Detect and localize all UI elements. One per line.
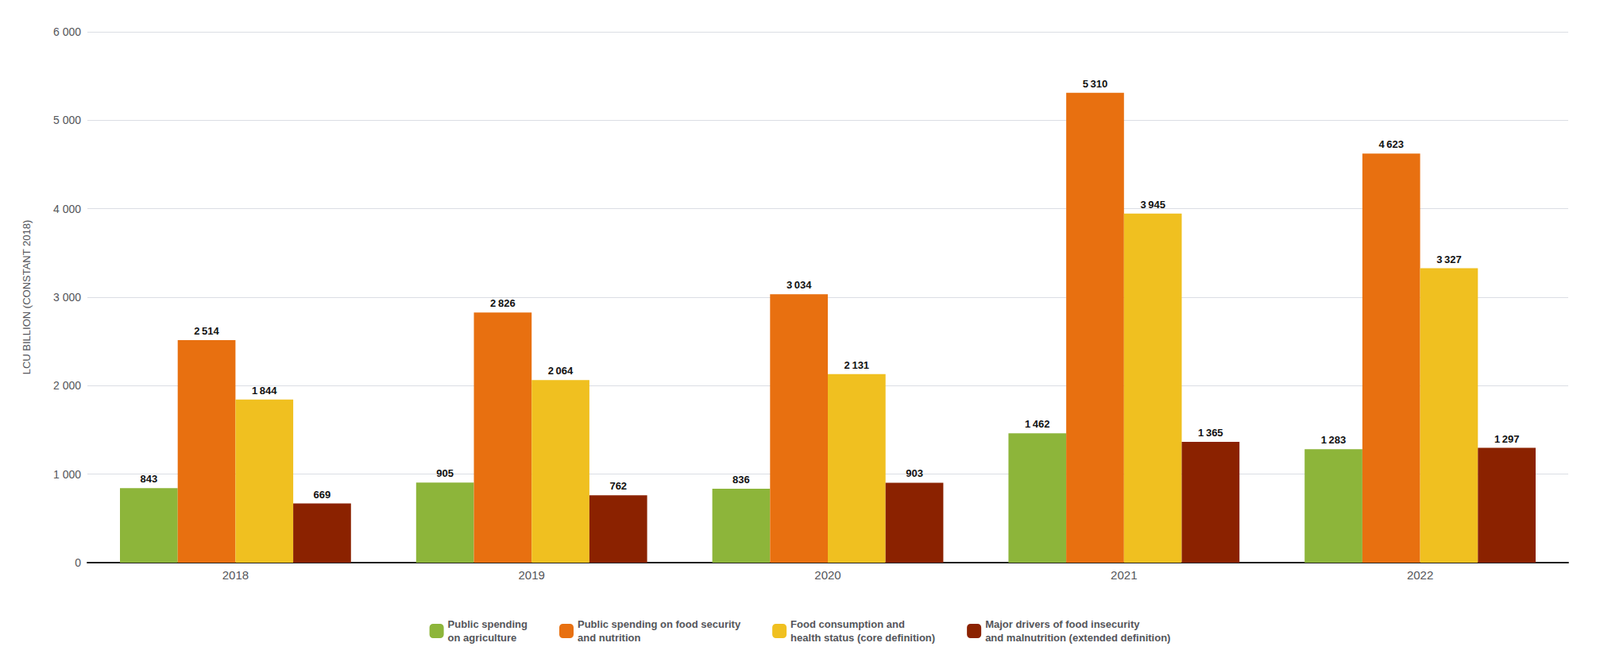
svg-text:Public spending on food securi: Public spending on food security <box>577 618 742 630</box>
svg-text:2 514: 2 514 <box>193 324 220 337</box>
svg-text:836: 836 <box>732 473 750 486</box>
svg-text:and malnutrition (extended def: and malnutrition (extended definition) <box>985 631 1171 644</box>
svg-text:2 131: 2 131 <box>844 359 870 372</box>
svg-text:and nutrition: and nutrition <box>577 631 641 644</box>
svg-text:2022: 2022 <box>1406 568 1434 582</box>
svg-text:1 283: 1 283 <box>1321 433 1347 446</box>
svg-text:health status (core definition: health status (core definition) <box>790 631 936 644</box>
svg-text:2 064: 2 064 <box>548 364 574 377</box>
svg-text:3 945: 3 945 <box>1140 198 1166 211</box>
svg-text:Major drivers of food insecuri: Major drivers of food insecurity <box>985 618 1141 630</box>
svg-text:on agriculture: on agriculture <box>448 631 518 644</box>
svg-text:2021: 2021 <box>1110 568 1137 582</box>
svg-text:1 844: 1 844 <box>251 384 278 397</box>
svg-text:3 000: 3 000 <box>53 290 82 304</box>
svg-text:4 000: 4 000 <box>53 202 82 216</box>
svg-text:905: 905 <box>436 467 454 480</box>
svg-text:Food consumption and: Food consumption and <box>790 618 905 630</box>
svg-text:6 000: 6 000 <box>53 25 82 39</box>
svg-text:2 000: 2 000 <box>53 378 82 392</box>
svg-text:669: 669 <box>313 488 332 501</box>
svg-text:LCU BILLION (CONSTANT 2018): LCU BILLION (CONSTANT 2018) <box>20 220 33 375</box>
svg-text:1 365: 1 365 <box>1198 426 1224 439</box>
svg-text:903: 903 <box>905 467 924 480</box>
svg-text:843: 843 <box>140 472 159 485</box>
svg-text:2 826: 2 826 <box>490 297 516 310</box>
svg-text:0: 0 <box>74 556 82 569</box>
svg-text:4 623: 4 623 <box>1378 138 1404 151</box>
svg-text:1 462: 1 462 <box>1024 417 1051 430</box>
svg-text:3 034: 3 034 <box>786 278 812 291</box>
svg-text:2018: 2018 <box>222 568 249 582</box>
svg-text:2019: 2019 <box>518 568 545 582</box>
svg-text:5 000: 5 000 <box>53 113 82 127</box>
svg-text:3 327: 3 327 <box>1436 253 1462 266</box>
svg-text:Public spending: Public spending <box>448 618 528 630</box>
svg-text:2020: 2020 <box>814 568 841 582</box>
svg-text:1 000: 1 000 <box>53 467 82 481</box>
svg-text:762: 762 <box>609 479 627 492</box>
svg-text:1 297: 1 297 <box>1494 432 1520 445</box>
svg-text:5 310: 5 310 <box>1082 77 1109 90</box>
